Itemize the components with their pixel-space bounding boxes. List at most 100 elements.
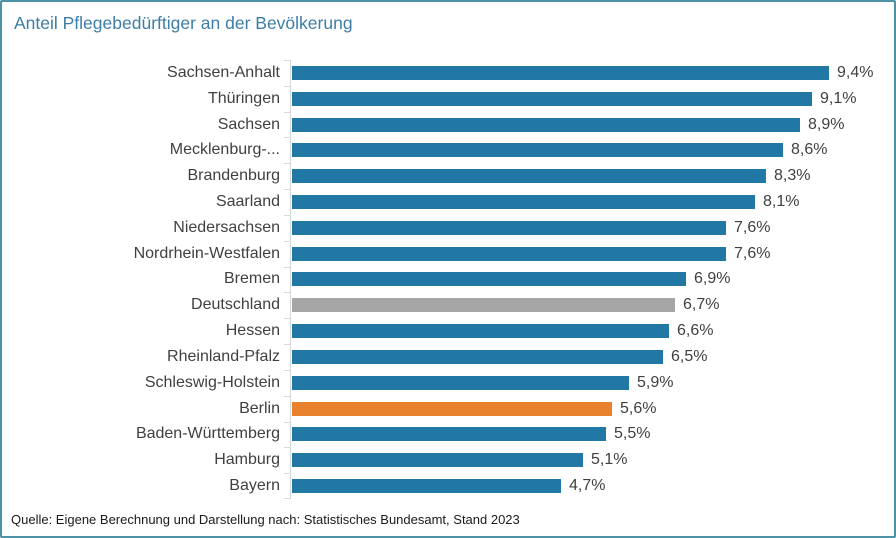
bar-track: 6,6%: [290, 318, 892, 344]
value-label: 8,1%: [763, 193, 800, 211]
bar-track: 6,9%: [290, 267, 892, 293]
bar-track: 5,9%: [290, 370, 892, 396]
bar: [292, 195, 755, 210]
bar-track: 9,4%: [290, 60, 892, 86]
chart-title: Anteil Pflegebedürftiger an der Bevölker…: [14, 13, 353, 33]
value-label: 8,3%: [774, 167, 811, 185]
chart-row: Baden-Württemberg 5,5%: [4, 421, 892, 448]
category-label: Deutschland: [191, 296, 280, 314]
category-label: Sachsen: [217, 115, 280, 133]
chart-row: Mecklenburg-... 8,6%: [4, 137, 892, 163]
axis-tick: [284, 163, 291, 165]
bar: [292, 324, 669, 339]
bar-track: 5,1%: [290, 447, 892, 473]
category-label: Bremen: [223, 270, 280, 288]
chart-row: Saarland 8,1%: [4, 189, 892, 215]
chart-row: Bremen 6,9%: [4, 266, 892, 293]
bar: [292, 298, 675, 313]
value-label: 6,6%: [677, 322, 714, 340]
value-label: 7,6%: [734, 244, 771, 262]
value-label: 6,7%: [683, 296, 720, 314]
chart-row: Bayern 4,7%: [4, 473, 892, 499]
source-note: Quelle: Eigene Berechnung und Darstellun…: [11, 512, 520, 527]
bar: [292, 479, 561, 494]
bar: [292, 65, 829, 80]
axis-tick: [284, 266, 291, 268]
value-label: 9,4%: [837, 63, 874, 81]
category-label: Rheinland-Pfalz: [167, 347, 280, 365]
category-label: Berlin: [239, 399, 280, 417]
bar: [292, 220, 726, 235]
bar-track: 6,5%: [290, 344, 892, 370]
chart-row: Brandenburg 8,3%: [4, 163, 892, 189]
bar: [292, 401, 612, 416]
value-label: 7,6%: [734, 218, 771, 236]
chart-row: Sachsen 8,9%: [4, 111, 892, 138]
category-label: Hessen: [225, 322, 280, 340]
bar-track: 8,1%: [290, 189, 892, 215]
bar: [292, 427, 606, 442]
value-label: 5,1%: [591, 451, 628, 469]
axis-tick: [284, 318, 291, 320]
chart-row: Schleswig-Holstein 5,9%: [4, 369, 892, 396]
chart-row: Thüringen 9,1%: [4, 85, 892, 112]
bar-track: 8,3%: [290, 163, 892, 189]
chart-row: Niedersachsen 7,6%: [4, 214, 892, 241]
axis-tick: [284, 214, 291, 216]
chart-row: Rheinland-Pfalz 6,5%: [4, 344, 892, 370]
axis-tick: [284, 111, 291, 113]
axis-tick: [284, 369, 291, 371]
bar: [292, 117, 800, 132]
axis-tick: [284, 137, 291, 139]
bar: [292, 375, 629, 390]
value-label: 9,1%: [820, 89, 857, 107]
value-label: 5,5%: [614, 425, 651, 443]
chart-row: Hamburg 5,1%: [4, 447, 892, 473]
axis-tick: [284, 473, 291, 475]
bar: [292, 169, 766, 184]
axis-tick: [284, 240, 291, 242]
bar-track: 8,9%: [290, 112, 892, 138]
chart-row: Berlin 5,6%: [4, 395, 892, 422]
axis-tick: [284, 344, 291, 346]
bar: [292, 143, 783, 158]
axis-tick: [284, 447, 291, 449]
chart-row: Deutschland 6,7%: [4, 292, 892, 318]
value-label: 5,6%: [620, 399, 657, 417]
axis-tick: [284, 60, 291, 61]
bar-track: 6,7%: [290, 292, 892, 318]
bar-track: 5,5%: [290, 422, 892, 448]
chart-row: Sachsen-Anhalt 9,4%: [4, 60, 892, 86]
bar-track: 5,6%: [290, 396, 892, 422]
bar-track: 8,6%: [290, 137, 892, 163]
bar: [292, 91, 812, 106]
category-label: Brandenburg: [187, 167, 280, 185]
bar-track: 7,6%: [290, 215, 892, 241]
category-label: Schleswig-Holstein: [144, 373, 280, 391]
bar: [292, 272, 686, 287]
axis-tick: [284, 292, 291, 294]
category-label: Thüringen: [207, 89, 280, 107]
plot-area: Sachsen-Anhalt 9,4% Thüringen 9,1% Sachsen 8,…: [4, 60, 892, 499]
category-label: Hamburg: [214, 451, 280, 469]
category-label: Baden-Württemberg: [135, 425, 280, 443]
chart-row: Nordrhein-Westfalen 7,6%: [4, 240, 892, 267]
category-label: Sachsen-Anhalt: [167, 63, 280, 81]
value-label: 5,9%: [637, 373, 674, 391]
axis-tick: [284, 189, 291, 191]
bar-rows: Sachsen-Anhalt 9,4% Thüringen 9,1% Sachsen 8,…: [4, 60, 892, 499]
category-axis: [290, 60, 291, 499]
value-label: 8,6%: [791, 141, 828, 159]
axis-tick: [284, 421, 291, 423]
category-label: Nordrhein-Westfalen: [133, 244, 280, 262]
bar: [292, 453, 583, 468]
bar: [292, 246, 726, 261]
value-label: 8,9%: [808, 115, 845, 133]
bar-track: 4,7%: [290, 473, 892, 499]
bar: [292, 349, 663, 364]
category-label: Saarland: [215, 193, 280, 211]
axis-tick: [284, 85, 291, 87]
category-label: Bayern: [229, 477, 280, 495]
value-label: 6,5%: [671, 347, 708, 365]
